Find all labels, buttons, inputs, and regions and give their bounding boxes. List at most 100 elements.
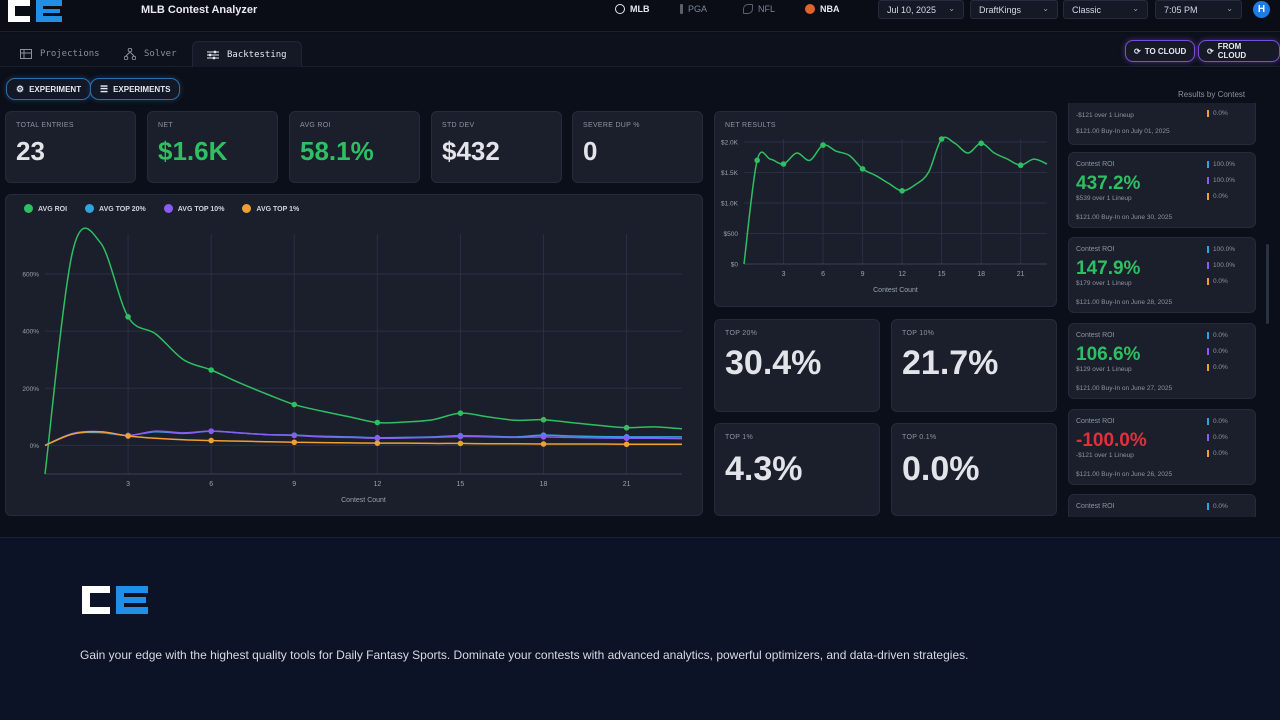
x-tick-label: 21: [1017, 271, 1025, 278]
stat-label: STD DEV: [442, 122, 475, 129]
data-point[interactable]: [899, 188, 905, 194]
chevron-down-icon: ⌄: [1226, 4, 1233, 13]
data-point[interactable]: [938, 136, 945, 142]
data-point[interactable]: [374, 419, 381, 426]
data-point[interactable]: [374, 435, 381, 442]
data-point[interactable]: [125, 314, 131, 320]
sport-tab-nfl[interactable]: NFL: [743, 4, 775, 14]
to-cloud-label: TO CLOUD: [1144, 46, 1187, 56]
legend-dot: [85, 204, 95, 213]
tab-backtesting[interactable]: Backtesting: [192, 41, 302, 67]
contest-result-card[interactable]: -$121 over 1 Lineup $121.00 Buy-In on Ju…: [1068, 103, 1256, 145]
data-point[interactable]: [457, 410, 464, 416]
data-point[interactable]: [859, 166, 866, 172]
contest-results-list[interactable]: -$121 over 1 Lineup $121.00 Buy-In on Ju…: [1066, 103, 1262, 517]
legend-item-avg-roi[interactable]: AVG ROI: [24, 204, 67, 213]
x-tick-label: 18: [977, 271, 985, 278]
x-axis-label: Contest Count: [341, 497, 386, 504]
data-point[interactable]: [623, 441, 630, 448]
to-cloud-button[interactable]: ⟳ TO CLOUD: [1125, 40, 1196, 62]
sport-tab-pga[interactable]: PGA: [680, 4, 707, 14]
contest-result-card[interactable]: Contest ROI 106.6% $129 over 1 Lineup $1…: [1068, 323, 1256, 399]
series-line-avg-top-1-[interactable]: [44, 430, 682, 447]
contest-title: Contest ROI: [1076, 332, 1115, 339]
roi-chart-card: [5, 194, 703, 516]
game-type-value: Classic: [1072, 5, 1102, 15]
data-point[interactable]: [978, 140, 984, 147]
data-point[interactable]: [1017, 162, 1024, 169]
tab-projections[interactable]: Projections: [6, 41, 114, 67]
data-point[interactable]: [208, 428, 214, 434]
legend-label: AVG TOP 1%: [256, 206, 300, 213]
contest-pct: 100.0%: [1213, 262, 1236, 269]
site-select[interactable]: DraftKings ⌄: [970, 0, 1058, 19]
chart-title: NET RESULTS: [725, 122, 776, 129]
top-10-bar: [1207, 434, 1209, 441]
top-10-bar: [1207, 348, 1209, 355]
stat-value: 21.7%: [902, 344, 999, 382]
game-type-select[interactable]: Classic ⌄: [1063, 0, 1148, 19]
data-point[interactable]: [374, 440, 381, 446]
contest-result-card[interactable]: Contest ROI 147.9% $179 over 1 Lineup $1…: [1068, 237, 1256, 313]
legend-item-avg-top-10[interactable]: AVG TOP 10%: [163, 204, 224, 213]
experiment-button[interactable]: ⚙ EXPERIMENT: [6, 78, 92, 100]
top-20-bar: [1207, 161, 1209, 168]
experiments-label: EXPERIMENTS: [113, 84, 171, 94]
data-point[interactable]: [291, 401, 298, 408]
contest-roi: 437.2%: [1076, 173, 1141, 194]
data-point[interactable]: [780, 161, 787, 167]
data-point[interactable]: [623, 424, 630, 431]
top-20-bar: [1207, 332, 1209, 339]
experiments-button[interactable]: ☰ EXPERIMENTS: [90, 78, 181, 100]
contest-title: Contest ROI: [1076, 246, 1115, 253]
y-tick-label: $1.5K: [721, 170, 739, 177]
sport-label: PGA: [688, 4, 708, 14]
x-tick-label: 3: [782, 271, 786, 278]
contest-title: Contest ROI: [1076, 503, 1115, 510]
stat-value: 30.4%: [725, 344, 822, 382]
data-point[interactable]: [540, 434, 547, 440]
data-point[interactable]: [291, 439, 298, 446]
data-point[interactable]: [540, 416, 547, 423]
data-point[interactable]: [540, 441, 547, 447]
sport-tab-mlb[interactable]: MLB: [615, 4, 650, 14]
data-point[interactable]: [457, 433, 464, 440]
data-point[interactable]: [125, 433, 131, 439]
x-tick-label: 6: [209, 481, 213, 488]
contest-sub: $539 over 1 Lineup: [1076, 195, 1132, 202]
data-point[interactable]: [291, 432, 298, 439]
avatar[interactable]: H: [1253, 1, 1270, 18]
legend-item-avg-top-20[interactable]: AVG TOP 20%: [85, 204, 146, 213]
data-point[interactable]: [623, 435, 630, 442]
series-line-avg-top-10-[interactable]: [44, 430, 683, 447]
contest-result-card[interactable]: Contest ROI -100.0% -$121 over 1 Lineup …: [1068, 409, 1256, 485]
data-point[interactable]: [754, 157, 760, 164]
series-line-net[interactable]: [743, 136, 1048, 265]
legend-item-avg-top-1[interactable]: AVG TOP 1%: [242, 204, 299, 213]
data-point[interactable]: [820, 142, 826, 148]
data-point[interactable]: [208, 437, 214, 444]
sport-tab-nba[interactable]: NBA: [805, 4, 840, 14]
contest-result-card[interactable]: Contest ROI 437.2% $539 over 1 Lineup $1…: [1068, 152, 1256, 228]
stat-label: TOP 0.1%: [902, 434, 937, 441]
stat-value: 58.1%: [300, 136, 374, 166]
x-tick-label: 18: [540, 481, 548, 488]
top-20-bar: [1207, 246, 1209, 253]
from-cloud-button[interactable]: ⟳ FROM CLOUD: [1198, 40, 1280, 62]
date-select[interactable]: Jul 10, 2025 ⌄: [878, 0, 964, 19]
contest-sub: $179 over 1 Lineup: [1076, 280, 1132, 287]
contest-result-card[interactable]: Contest ROI 0.0%: [1068, 494, 1256, 517]
time-select[interactable]: 7:05 PM ⌄: [1155, 0, 1242, 19]
tab-bar: Projections Solver Backtesting: [0, 33, 1280, 67]
contest-pct: 0.0%: [1213, 503, 1228, 510]
from-cloud-label: FROM CLOUD: [1217, 42, 1247, 60]
roi-line-chart: 3 6 9 12 15 18 21 0% 200% 400% 600% Contest Count: [22, 227, 683, 504]
data-point[interactable]: [208, 367, 214, 373]
tab-solver[interactable]: Solver: [110, 41, 191, 67]
top-20-bar: [1207, 503, 1209, 510]
net-results-card: NET RESULTS: [714, 111, 1057, 307]
contest-roi: 106.6%: [1076, 344, 1141, 365]
data-point[interactable]: [457, 440, 464, 447]
brand-logo[interactable]: [6, 0, 64, 26]
scrollbar-thumb[interactable]: [1266, 244, 1269, 324]
